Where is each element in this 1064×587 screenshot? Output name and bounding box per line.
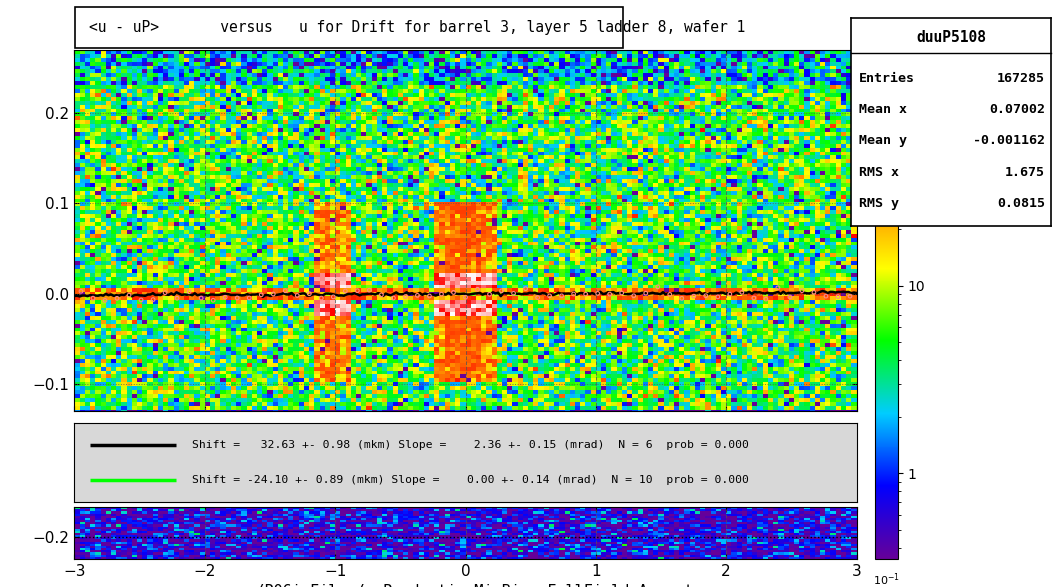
Point <box>794 286 811 295</box>
Point <box>313 294 330 303</box>
Point <box>721 289 738 299</box>
Point <box>361 285 378 295</box>
Point <box>349 286 366 295</box>
Point <box>253 290 270 299</box>
Point <box>553 291 570 301</box>
Text: Shift = -24.10 +- 0.89 (mkm) Slope =    0.00 +- 0.14 (mrad)  N = 10  prob = 0.00: Shift = -24.10 +- 0.89 (mkm) Slope = 0.0… <box>192 475 749 485</box>
Text: duuP5108: duuP5108 <box>916 30 986 45</box>
Point <box>204 296 221 305</box>
Point <box>109 294 126 303</box>
Point <box>193 294 210 303</box>
Point <box>217 292 234 302</box>
Point <box>830 292 847 301</box>
Point <box>685 292 702 301</box>
Point <box>613 288 630 298</box>
Point <box>710 292 727 302</box>
Point <box>84 294 101 303</box>
Point <box>649 282 666 292</box>
Point <box>674 294 691 303</box>
Point <box>842 291 859 301</box>
Text: Mean x: Mean x <box>860 103 908 116</box>
Point <box>277 286 294 295</box>
Point <box>458 292 475 302</box>
Point <box>565 289 582 299</box>
Point <box>168 294 185 303</box>
Point <box>601 289 618 299</box>
X-axis label: ../P06icFiles/cuProductionMinBias_FullField.A.root: ../P06icFiles/cuProductionMinBias_FullFi… <box>237 584 694 587</box>
Point <box>288 291 305 300</box>
Point <box>120 291 137 300</box>
Point <box>589 289 606 298</box>
Point <box>397 292 414 301</box>
Point <box>240 294 257 303</box>
Point <box>626 291 643 301</box>
Text: 1.675: 1.675 <box>1005 166 1045 178</box>
Point <box>445 288 462 297</box>
Point <box>145 295 162 304</box>
Point <box>469 285 486 294</box>
Point <box>769 283 786 292</box>
Point <box>637 289 654 298</box>
FancyBboxPatch shape <box>76 6 622 48</box>
Point <box>409 291 426 300</box>
Point <box>481 289 498 299</box>
Point <box>97 296 114 305</box>
Text: $10^{-1}$: $10^{-1}$ <box>872 572 900 587</box>
Point <box>517 284 534 294</box>
Point <box>72 286 89 296</box>
Point <box>325 292 342 302</box>
Text: RMS x: RMS x <box>860 166 899 178</box>
Text: 0.07002: 0.07002 <box>990 103 1045 116</box>
Point <box>697 291 714 301</box>
Point <box>301 289 318 298</box>
Point <box>385 294 402 303</box>
Point <box>529 293 546 302</box>
Point <box>337 286 354 296</box>
Text: Shift =   32.63 +- 0.98 (mkm) Slope =    2.36 +- 0.15 (mrad)  N = 6  prob = 0.00: Shift = 32.63 +- 0.98 (mkm) Slope = 2.36… <box>192 440 749 450</box>
Text: 167285: 167285 <box>997 72 1045 85</box>
Point <box>433 289 450 299</box>
Point <box>758 294 775 303</box>
Point <box>493 286 510 295</box>
Point <box>817 291 834 301</box>
Point <box>542 291 559 301</box>
Point <box>133 295 150 305</box>
Text: Mean y: Mean y <box>860 134 908 147</box>
Point <box>265 289 282 299</box>
Point <box>156 288 173 298</box>
Point <box>733 288 750 297</box>
Point <box>661 290 678 299</box>
Point <box>577 289 594 299</box>
Point <box>181 287 198 296</box>
Point <box>746 294 763 303</box>
Point <box>505 289 522 298</box>
Text: -0.001162: -0.001162 <box>974 134 1045 147</box>
Text: RMS y: RMS y <box>860 197 899 210</box>
Point <box>781 292 798 302</box>
Text: 0.0815: 0.0815 <box>997 197 1045 210</box>
Point <box>229 294 246 303</box>
Point <box>372 290 389 299</box>
Point <box>421 291 438 301</box>
Text: <u - uP>       versus   u for Drift for barrel 3, layer 5 ladder 8, wafer 1: <u - uP> versus u for Drift for barrel 3… <box>88 19 745 35</box>
Point <box>805 288 822 297</box>
Text: Entries: Entries <box>860 72 915 85</box>
